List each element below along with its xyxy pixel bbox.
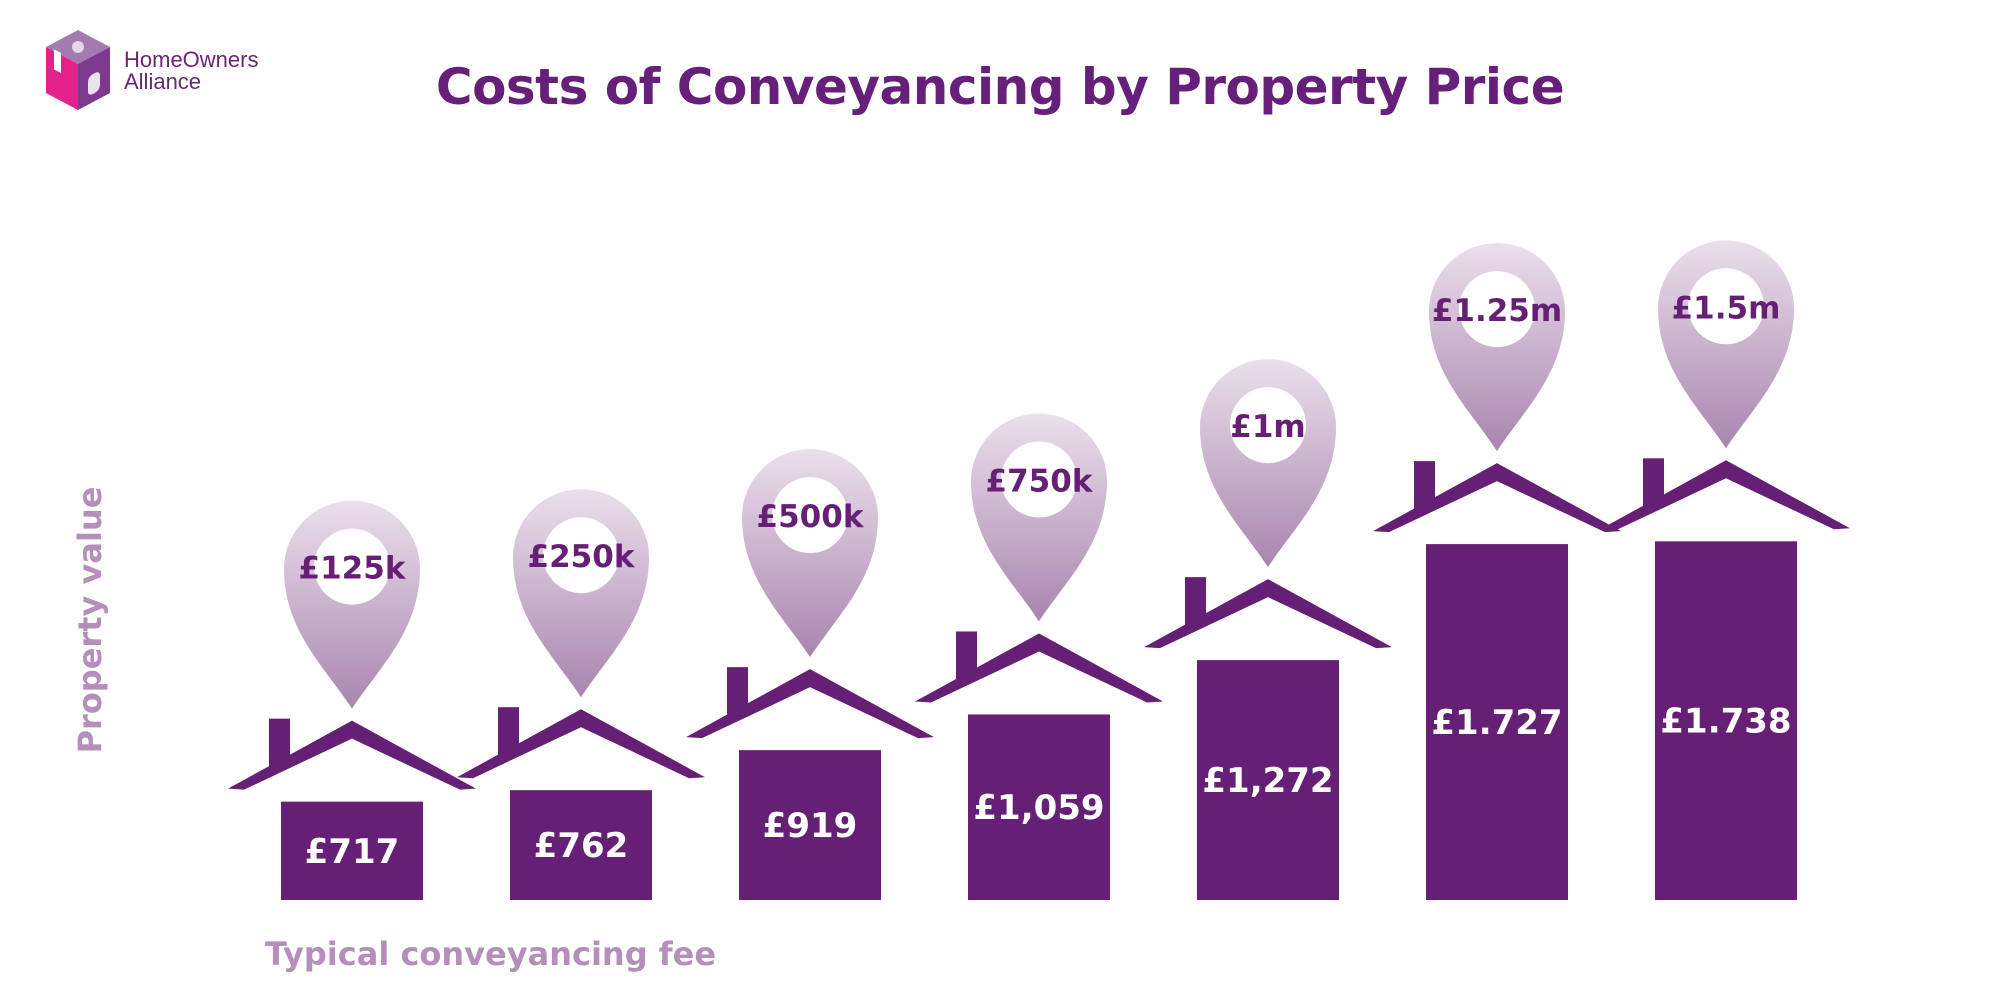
fee-label: £1.738 bbox=[1660, 702, 1791, 742]
house-roof bbox=[1144, 579, 1392, 649]
pin-hole bbox=[1688, 268, 1764, 345]
bar bbox=[1426, 544, 1568, 900]
bar-group: £1,272 £1m bbox=[1144, 359, 1392, 900]
house-roof bbox=[686, 669, 934, 739]
fee-label: £717 bbox=[305, 832, 400, 872]
brand-line-2: Alliance bbox=[124, 69, 202, 94]
house-roof bbox=[228, 720, 476, 790]
house-roof bbox=[1602, 460, 1850, 530]
house-chimney bbox=[498, 707, 519, 756]
fee-label: £762 bbox=[534, 826, 629, 866]
chart-title: Costs of Conveyancing by Property Price bbox=[435, 58, 1565, 116]
pin-hole bbox=[1001, 441, 1077, 518]
pin-hole bbox=[543, 517, 619, 594]
pin-hole bbox=[1230, 387, 1306, 464]
fee-label: £919 bbox=[763, 806, 858, 846]
bar-group: £919 £500k bbox=[686, 449, 934, 900]
house-chimney bbox=[727, 667, 748, 716]
x-axis-label: Typical conveyancing fee bbox=[265, 935, 717, 973]
bar-group: £1.738 £1.5m bbox=[1602, 240, 1850, 900]
property-value-label: £250k bbox=[528, 539, 636, 575]
fee-label: £1,059 bbox=[973, 788, 1104, 828]
bar-group: £762 £250k bbox=[457, 489, 705, 900]
brand-logo: HomeOwners Alliance bbox=[44, 30, 258, 112]
fee-label: £1,272 bbox=[1202, 761, 1333, 801]
bar-group: £1,059 £750k bbox=[915, 413, 1163, 900]
property-value-label: £125k bbox=[299, 551, 407, 587]
property-value-label: £750k bbox=[986, 463, 1094, 499]
bar bbox=[968, 714, 1110, 900]
bar bbox=[739, 750, 881, 900]
house-chimney bbox=[269, 718, 290, 767]
y-axis-label: Property value bbox=[71, 486, 109, 754]
brand-line-1: HomeOwners bbox=[124, 47, 259, 72]
bar bbox=[281, 801, 423, 900]
house-chimney bbox=[1414, 461, 1435, 510]
house-chimney bbox=[1643, 458, 1664, 507]
property-value-label: £1m bbox=[1230, 409, 1305, 445]
property-value-label: £1.25m bbox=[1432, 293, 1562, 329]
house-roof bbox=[457, 709, 705, 779]
house-roof bbox=[1373, 463, 1621, 533]
house-chimney bbox=[956, 631, 977, 680]
fee-label: £1.727 bbox=[1431, 703, 1562, 743]
pin-hole bbox=[772, 477, 848, 554]
house-roof bbox=[915, 633, 1163, 703]
property-value-label: £1.5m bbox=[1672, 290, 1781, 326]
house-chimney bbox=[1185, 577, 1206, 626]
brand-name: HomeOwners Alliance bbox=[124, 49, 258, 93]
bar bbox=[1655, 541, 1797, 900]
pin-hole bbox=[314, 528, 390, 605]
pin-hole bbox=[1459, 271, 1535, 348]
bar-group: £717 £125k bbox=[228, 500, 476, 900]
property-value-label: £500k bbox=[757, 499, 865, 535]
bar-group: £1.727 £1.25m bbox=[1373, 243, 1621, 900]
bar bbox=[1197, 660, 1339, 900]
homeowners-alliance-logo-icon bbox=[46, 30, 110, 110]
bar bbox=[510, 790, 652, 900]
